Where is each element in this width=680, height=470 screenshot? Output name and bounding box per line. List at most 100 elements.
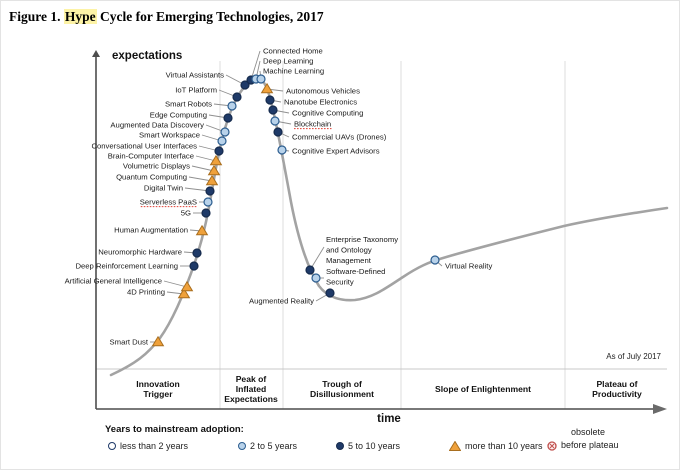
data-point-label: Edge Computing — [150, 111, 207, 120]
data-point-label: Deep Reinforcement Learning — [75, 262, 178, 271]
legend-item-label: less than 2 years — [120, 441, 189, 451]
legend-item-label: 5 to 10 years — [348, 441, 401, 451]
data-point-marker-circle — [220, 127, 230, 137]
phase-label: Trough of Disillusionment — [310, 379, 374, 399]
data-point-label: Commercial UAVs (Drones) — [292, 133, 387, 142]
data-point-marker-circle — [270, 116, 280, 126]
data-point-label: Augmented Reality — [249, 297, 314, 306]
data-point-label: Human Augmentation — [114, 226, 188, 235]
legend-item-5-to-10-years: 5 to 10 years — [336, 441, 400, 451]
legend-obsolete-line2: before plateau — [561, 440, 619, 450]
light-blue-circle-icon — [238, 442, 246, 450]
leader-line — [250, 50, 261, 81]
x-axis-label: time — [377, 413, 401, 425]
data-point-label: Quantum Computing — [116, 173, 187, 182]
data-point-label: IoT Platform — [175, 86, 217, 95]
data-point-marker-circle — [311, 273, 321, 283]
leader-line — [188, 176, 213, 182]
data-point-marker-triangle — [207, 164, 221, 176]
data-point-label: Augmented Data Discovery — [110, 121, 204, 130]
legend-item-more-than-10-years: more than 10 years — [449, 441, 543, 451]
data-point-marker-triangle — [205, 174, 219, 186]
data-point-marker-circle — [268, 105, 278, 115]
legend-obsolete-line1: obsolete — [571, 427, 606, 437]
y-axis-label: expectations — [112, 50, 182, 62]
data-point-label: Enterprise Taxonomy and Ontology Managemen… — [326, 235, 398, 265]
legend-item-obsolete-before-plateau: obsolete before plateau — [547, 426, 619, 452]
orange-triangle-icon — [449, 441, 461, 451]
phase-label: Plateau of Productivity — [592, 379, 642, 399]
legend-item-label: more than 10 years — [465, 441, 543, 451]
data-point-marker-circle — [305, 265, 315, 275]
data-point-marker-circle — [201, 208, 211, 218]
data-point-label: Virtual Assistants — [166, 71, 225, 80]
data-point-label: Smart Dust — [110, 338, 149, 347]
data-point-label: Deep Learning — [263, 57, 313, 66]
phase-label: Peak of Inflated Expectations — [224, 374, 278, 404]
data-point-marker-triangle — [209, 154, 223, 166]
data-point-marker-triangle — [180, 280, 194, 292]
leader-line — [191, 165, 215, 172]
figure-title-highlighted-word: Hype — [63, 9, 97, 24]
data-point-marker-circle — [430, 255, 440, 265]
data-point-marker-circle — [277, 145, 287, 155]
data-point-label: Artificial General Intelligence — [65, 277, 162, 286]
data-point-label: Connected Home — [263, 47, 323, 56]
data-point-marker-circle — [203, 197, 213, 207]
data-point-label: Smart Workspace — [139, 131, 200, 140]
data-point-label: Brain-Computer Interface — [108, 152, 194, 161]
data-point-label: Serverless PaaS — [140, 198, 197, 207]
leader-line — [195, 155, 217, 162]
data-point-label: Autonomous Vehicles — [286, 87, 360, 96]
data-point-label: Conversational User Interfaces — [91, 142, 197, 151]
figure-title: Figure 1. Hype Cycle for Emerging Techno… — [9, 9, 324, 25]
data-point-label: 4D Printing — [127, 288, 165, 297]
data-point-label: 5G — [181, 209, 191, 218]
open-circle-icon — [108, 442, 116, 450]
legend-item-less-than-2-years: less than 2 years — [108, 441, 188, 451]
data-point-marker-circle — [214, 146, 224, 156]
data-point-label: Machine Learning — [263, 67, 324, 76]
legend-heading: Years to mainstream adoption: — [105, 424, 244, 435]
data-point-marker-circle — [192, 248, 202, 258]
data-point-marker-circle — [189, 261, 199, 271]
legend-item-label: 2 to 5 years — [250, 441, 298, 451]
data-point-label: Cognitive Computing — [292, 109, 363, 118]
data-point-label: Volumetric Displays — [123, 162, 190, 171]
data-point-label: Smart Robots — [165, 100, 212, 109]
data-point-marker-triangle — [177, 287, 191, 299]
data-point-label: Digital Twin — [144, 184, 183, 193]
figure-title-prefix: Figure 1. — [9, 9, 64, 24]
data-point-label: Virtual Reality — [445, 262, 492, 271]
data-point-marker-circle — [205, 186, 215, 196]
data-point-marker-circle — [273, 127, 283, 137]
as-of-date: As of July 2017 — [606, 352, 661, 361]
data-point-label: Neuromorphic Hardware — [98, 248, 182, 257]
y-axis-arrowhead — [92, 50, 100, 57]
data-point-marker-circle — [232, 92, 242, 102]
data-point-marker-circle — [256, 74, 266, 84]
data-point-marker-triangle — [195, 224, 209, 236]
legend-item-2-to-5-years: 2 to 5 years — [238, 441, 297, 451]
data-point-marker-circle — [227, 101, 237, 111]
figure-title-suffix: Cycle for Emerging Technologies, 2017 — [96, 9, 324, 24]
data-point-label: Software-Defined Security — [326, 267, 385, 287]
data-point-marker-circle — [325, 288, 335, 298]
data-point-label: Blockchain — [294, 120, 331, 129]
data-point-marker-circle — [223, 113, 233, 123]
x-axis-arrowhead — [653, 404, 667, 414]
data-point-marker-circle — [265, 95, 275, 105]
data-point-marker-circle — [240, 80, 250, 90]
phase-label: Slope of Enlightenment — [435, 384, 531, 394]
data-point-marker-circle — [217, 136, 227, 146]
phase-label: Innovation Trigger — [136, 379, 179, 399]
data-point-marker-triangle — [151, 335, 165, 347]
crossed-circle-icon — [547, 440, 557, 451]
data-point-label: Nanotube Electronics — [284, 98, 357, 107]
leader-line — [163, 280, 188, 288]
data-point-marker-triangle — [260, 82, 274, 94]
navy-circle-icon — [336, 442, 344, 450]
data-point-label: Cognitive Expert Advisors — [292, 147, 380, 156]
